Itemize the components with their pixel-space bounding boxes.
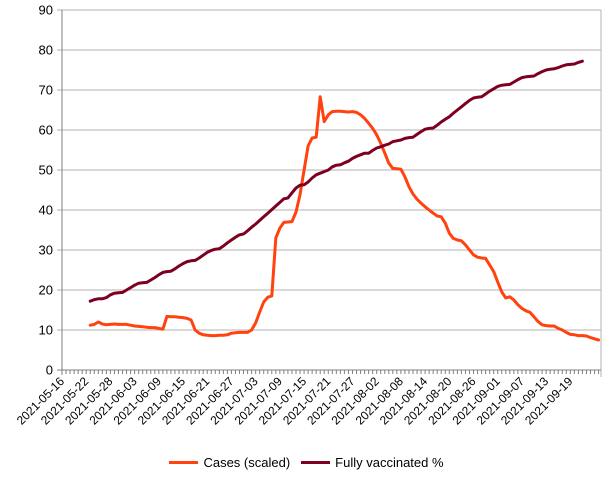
y-axis-label: 20 xyxy=(39,283,53,298)
y-axis-label: 0 xyxy=(46,363,53,378)
y-axis-label: 40 xyxy=(39,203,53,218)
y-axis-label: 50 xyxy=(39,163,53,178)
vaccinated-series-line xyxy=(88,59,584,303)
y-axis-label: 90 xyxy=(39,3,53,18)
chart-legend: Cases (scaled) Fully vaccinated % xyxy=(0,455,613,470)
legend-label-vaccinated: Fully vaccinated % xyxy=(335,455,444,470)
legend-item-cases: Cases (scaled) xyxy=(169,455,290,470)
vaccinated-line-swatch xyxy=(301,461,331,464)
legend-item-vaccinated: Fully vaccinated % xyxy=(301,455,444,470)
y-axis-label: 80 xyxy=(39,43,53,58)
cases-line-swatch xyxy=(169,461,199,464)
y-axis-label: 10 xyxy=(39,323,53,338)
legend-label-cases: Cases (scaled) xyxy=(203,455,291,470)
y-axis-label: 60 xyxy=(39,123,53,138)
y-axis-label: 30 xyxy=(39,243,53,258)
y-axis-label: 70 xyxy=(39,83,53,98)
cases-series-line xyxy=(88,95,601,342)
